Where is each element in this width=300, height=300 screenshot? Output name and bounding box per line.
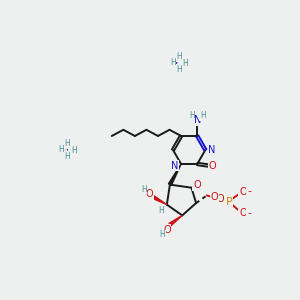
Text: O: O (239, 187, 247, 196)
Text: H: H (58, 146, 64, 154)
Text: H: H (64, 152, 70, 160)
Text: -: - (247, 208, 251, 218)
Text: +: + (68, 146, 74, 151)
Text: H: H (200, 111, 206, 120)
Text: H: H (71, 146, 76, 155)
Text: O: O (211, 192, 218, 202)
Text: O: O (163, 225, 171, 235)
Text: +: + (180, 59, 185, 64)
Polygon shape (152, 196, 167, 205)
Text: N: N (175, 58, 183, 68)
Text: H: H (176, 52, 182, 61)
Text: O: O (193, 180, 201, 190)
Text: -: - (247, 187, 251, 196)
Text: H: H (159, 230, 165, 239)
Text: O: O (145, 189, 153, 199)
Text: N: N (208, 145, 216, 155)
Text: H: H (182, 59, 188, 68)
Text: H: H (158, 206, 164, 215)
Text: O: O (209, 161, 217, 171)
Text: O: O (216, 194, 224, 204)
Text: N: N (194, 115, 201, 125)
Text: H: H (189, 111, 195, 120)
Polygon shape (169, 215, 182, 226)
Text: H: H (141, 185, 147, 194)
Text: P: P (226, 197, 232, 207)
Text: H: H (176, 64, 182, 74)
Text: H: H (170, 58, 176, 68)
Text: O: O (239, 208, 247, 218)
Polygon shape (168, 164, 181, 185)
Text: H: H (64, 139, 70, 148)
Text: N: N (171, 160, 178, 170)
Text: N: N (63, 145, 72, 155)
